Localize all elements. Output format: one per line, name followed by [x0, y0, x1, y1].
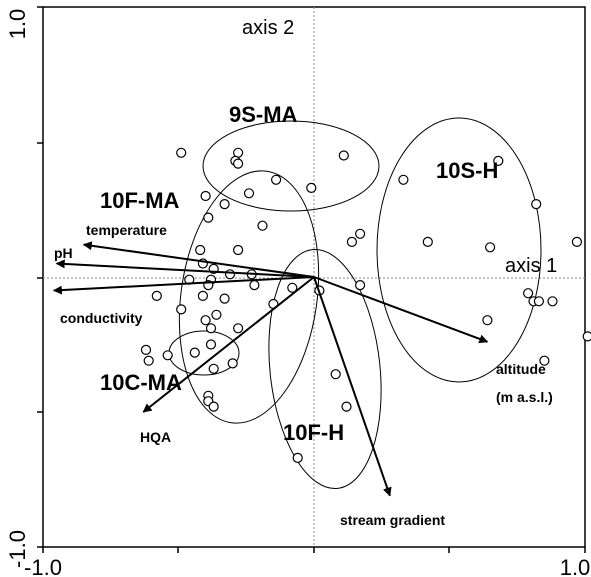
sample-point	[531, 199, 542, 210]
sample-point	[346, 236, 357, 247]
sample-point	[143, 355, 154, 366]
sample-point	[176, 147, 187, 158]
sample-point	[203, 212, 214, 223]
sample-point	[197, 290, 208, 301]
vector-arrow-temperature	[82, 241, 315, 278]
sample-point	[292, 452, 303, 463]
sample-point	[211, 309, 222, 320]
vector-label-temperature: temperature	[86, 222, 167, 238]
sample-point	[227, 358, 238, 369]
x-tick-label-min: -1.0	[24, 555, 62, 577]
sample-point	[140, 344, 152, 355]
sample-point	[522, 288, 534, 299]
vector-arrow-hqa	[142, 276, 315, 413]
ellipse-10c-ma	[168, 330, 240, 376]
axis-2-label: axis 2	[242, 17, 294, 39]
sample-point	[162, 350, 173, 361]
sample-point	[233, 323, 244, 334]
vector-arrow-stream-gradient	[313, 276, 392, 497]
group-label-10f-h: 10F-H	[283, 420, 344, 445]
sample-point	[205, 323, 217, 334]
sample-point	[205, 339, 217, 350]
sample-point	[200, 315, 211, 326]
vector-label-ph: pH	[54, 245, 73, 261]
sample-point	[219, 293, 230, 304]
group-label-10f-ma: 10F-MA	[100, 188, 180, 213]
vector-label-altitude-unit: (m a.s.l.)	[496, 389, 553, 405]
vector-label-stream-gradient: stream gradient	[340, 512, 445, 528]
sample-point	[533, 296, 545, 307]
sample-point	[195, 244, 206, 256]
sample-point	[482, 315, 493, 326]
sample-point	[287, 282, 298, 293]
ellipse-10s-h	[376, 117, 542, 383]
vector-label-conductivity: conductivity	[60, 310, 143, 326]
sample-point	[422, 236, 433, 247]
sample-point	[151, 290, 162, 301]
sample-point	[341, 401, 352, 412]
ellipse-10f-h	[268, 249, 382, 489]
sample-point	[485, 242, 496, 253]
sample-point	[338, 150, 349, 161]
x-tick-label-max: 1.0	[560, 555, 591, 577]
sample-point	[249, 280, 260, 291]
vector-arrow-ph	[55, 259, 315, 278]
axis-1-label: axis 1	[505, 255, 557, 277]
sample-points	[140, 147, 591, 463]
sample-point	[306, 182, 317, 193]
sample-point	[224, 269, 236, 280]
ellipse-10f-ma	[178, 170, 320, 424]
group-label-10s-h: 10S-H	[436, 158, 498, 183]
sample-point	[398, 174, 409, 185]
sample-point	[257, 220, 268, 231]
vector-label-altitude: altitude	[496, 361, 546, 377]
group-label-10c-ma: 10C-MA	[100, 370, 182, 395]
group-label-9s-ma: 9S-MA	[229, 102, 298, 127]
sample-point	[233, 158, 244, 169]
sample-point	[571, 236, 583, 247]
vector-arrow-altitude	[313, 276, 489, 344]
vector-label-hqa: HQA	[140, 429, 171, 445]
sample-point	[355, 228, 366, 239]
environmental-vectors	[52, 241, 489, 497]
vector-arrow-conductivity	[52, 276, 315, 295]
sample-point	[219, 199, 230, 210]
sample-point	[493, 155, 504, 166]
y-tick-label-min: -1.0	[5, 530, 30, 568]
sample-point	[271, 174, 282, 185]
sample-point	[233, 244, 244, 256]
y-tick-label-max: 1.0	[5, 9, 30, 40]
sample-point	[330, 369, 341, 380]
sample-point	[547, 296, 558, 307]
y-ticks	[37, 6, 43, 548]
x-ticks	[42, 547, 586, 553]
sample-point	[539, 355, 550, 366]
sample-point	[176, 304, 187, 315]
sample-point	[355, 280, 366, 291]
sample-point	[208, 401, 219, 412]
ellipse-9s-ma	[202, 120, 380, 212]
sample-point	[243, 188, 255, 199]
sample-point	[200, 190, 211, 202]
sample-point	[208, 363, 219, 374]
sample-point	[582, 331, 591, 342]
sample-point	[189, 347, 200, 358]
